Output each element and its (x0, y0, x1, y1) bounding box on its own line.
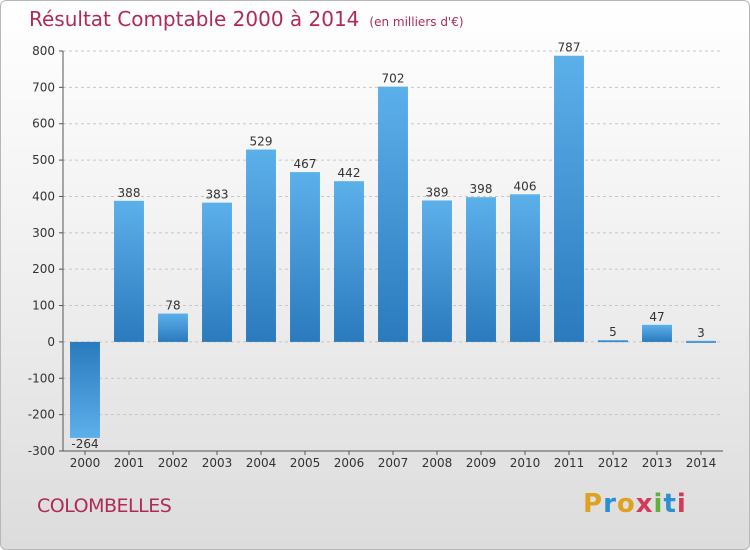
bar (510, 194, 540, 342)
bar (554, 55, 584, 342)
x-tick-label: 2005 (290, 456, 321, 470)
data-label: 702 (382, 72, 405, 86)
x-tick-label: 2003 (202, 456, 233, 470)
x-axis: 2000 2001 2002 2003 2004 2005 2006 2007 2008 2009… (63, 450, 723, 470)
x-tick-label: 2007 (378, 456, 409, 470)
bar (246, 149, 276, 342)
data-label: 3 (697, 326, 705, 340)
data-label: 467 (294, 157, 317, 171)
y-tick-label: 800 (32, 44, 55, 58)
y-tick-label: 100 (32, 299, 55, 313)
bar (686, 340, 716, 343)
x-tick-label: 2010 (510, 456, 541, 470)
bar (114, 200, 144, 342)
logo-letter: r (603, 489, 617, 519)
x-tick-label: 2014 (686, 456, 717, 470)
data-label: 398 (470, 182, 493, 196)
bar (202, 202, 232, 342)
x-tick-label: 2004 (246, 456, 277, 470)
data-label: 78 (165, 299, 180, 313)
data-label: 442 (338, 166, 361, 180)
x-tick-label: 2009 (466, 456, 497, 470)
y-tick-label: -200 (28, 408, 55, 422)
x-tick-label: 2011 (554, 456, 585, 470)
data-label: 787 (558, 41, 581, 55)
bar (642, 324, 672, 342)
bar (422, 200, 452, 342)
y-axis: -300 -200 -100 0 100 200 300 400 500 600 700 800 (28, 44, 64, 458)
y-tick-label: -300 (28, 444, 55, 458)
chart-title: Résultat Comptable 2000 à 2014 (en millie… (29, 7, 464, 31)
bars (70, 55, 716, 438)
y-tick-label: 200 (32, 262, 55, 276)
data-label: 529 (250, 135, 273, 149)
x-tick-label: 2008 (422, 456, 453, 470)
y-tick-label: 300 (32, 226, 55, 240)
bar (466, 197, 496, 342)
logo-letter: i (676, 489, 687, 519)
data-label: 47 (649, 310, 664, 324)
logo-letter: t (663, 489, 677, 519)
chart-subtitle: (en milliers d'€) (369, 15, 464, 29)
data-label: 406 (514, 179, 537, 193)
x-tick-label: 2012 (598, 456, 629, 470)
proxiti-logo: Proxiti (583, 489, 687, 519)
bar (334, 181, 364, 342)
y-tick-label: 500 (32, 153, 55, 167)
x-tick-label: 2002 (158, 456, 189, 470)
x-tick-label: 2013 (642, 456, 673, 470)
logo-letter: o (616, 489, 636, 519)
data-label: 388 (118, 186, 141, 200)
data-label: 383 (206, 188, 229, 202)
bar (598, 340, 628, 343)
bar (290, 172, 320, 342)
logo-letter: P (583, 489, 604, 519)
bar (378, 86, 408, 342)
data-label: 5 (609, 325, 617, 339)
y-tick-label: 0 (47, 335, 55, 349)
bar (70, 341, 100, 438)
logo-letter: x (635, 489, 654, 519)
data-labels: -264 388 78 383 529 467 442 702 389 398 406 787 5 47 3 (71, 41, 704, 451)
x-tick-label: 2001 (114, 456, 145, 470)
data-label: -264 (71, 437, 98, 451)
data-label: 389 (426, 185, 449, 199)
y-tick-label: 700 (32, 80, 55, 94)
x-tick-label: 2000 (70, 456, 101, 470)
y-tick-label: -100 (28, 371, 55, 385)
bar (158, 313, 188, 342)
y-tick-label: 400 (32, 189, 55, 203)
x-tick-label: 2006 (334, 456, 365, 470)
logo-letter: i (653, 489, 664, 519)
chart-title-text: Résultat Comptable 2000 à 2014 (29, 7, 360, 31)
y-tick-label: 600 (32, 117, 55, 131)
commune-name: COLOMBELLES (37, 495, 172, 517)
